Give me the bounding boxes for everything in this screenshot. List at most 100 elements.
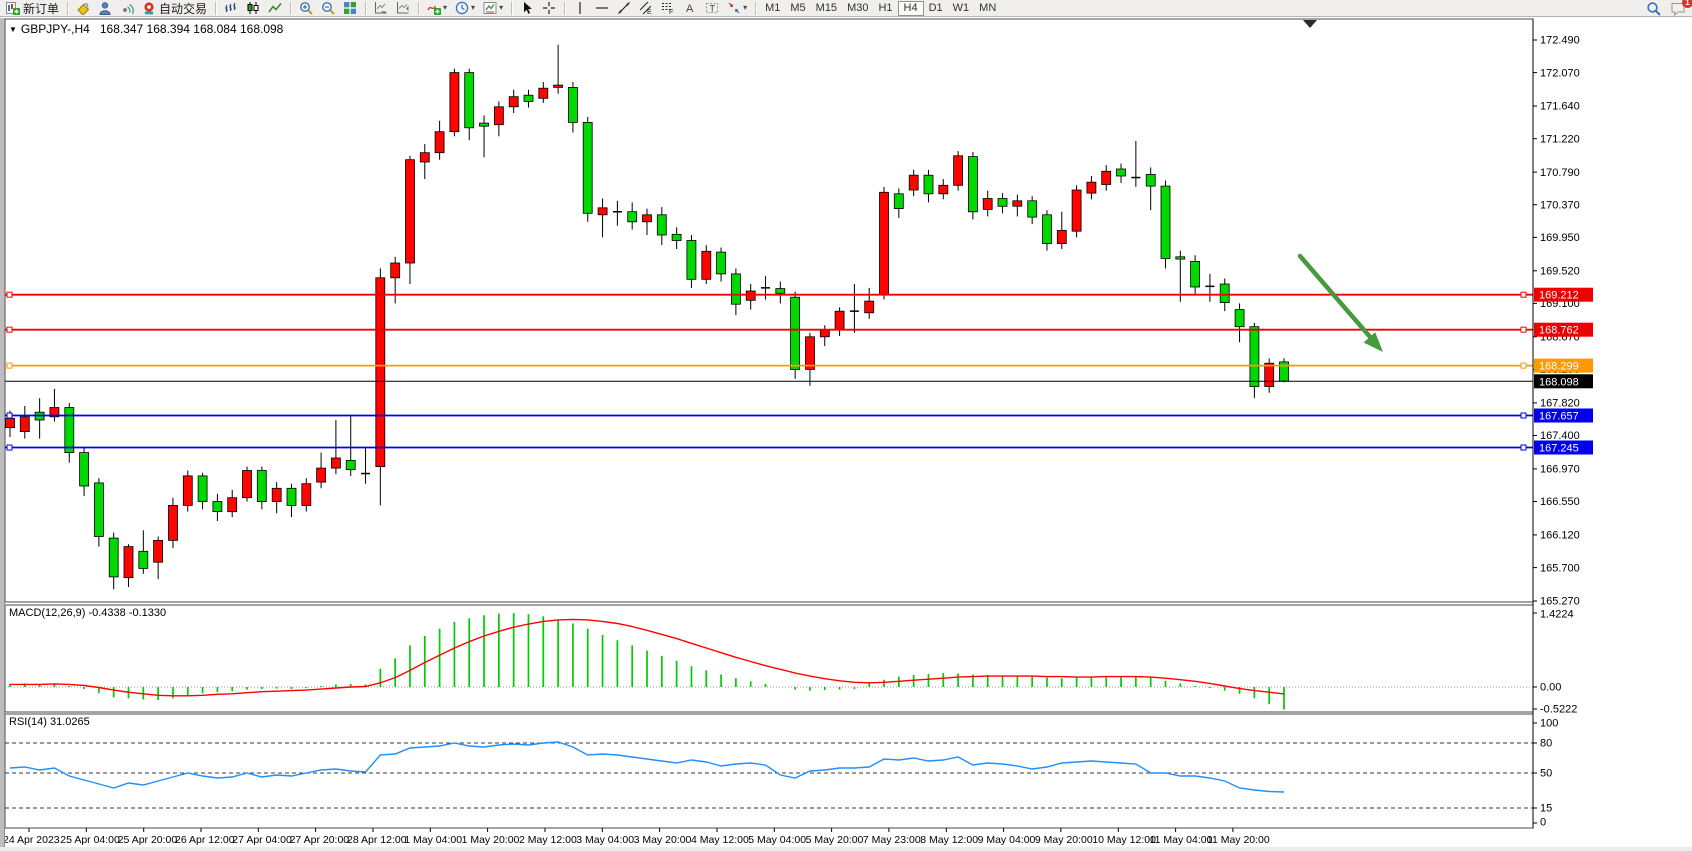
svg-text:169.520: 169.520 <box>1540 266 1580 278</box>
chevron-down-icon[interactable]: ▾ <box>499 3 504 12</box>
candle <box>568 87 578 123</box>
vertical-line-button[interactable] <box>570 0 590 17</box>
rsi-pane[interactable] <box>4 713 1534 829</box>
indicators-button[interactable]: ▾ <box>424 0 450 17</box>
candle <box>1012 200 1023 207</box>
candle <box>361 472 370 475</box>
cursor-icon <box>520 1 534 15</box>
periods-button[interactable]: ▾ <box>452 0 478 17</box>
main-chart-pane[interactable] <box>4 18 1534 603</box>
rsi-indicator-label: RSI(14) 31.0265 <box>9 716 90 728</box>
signals-icon <box>120 1 134 15</box>
templates-button[interactable]: ▾ <box>480 0 506 17</box>
fibonacci-button[interactable]: F <box>658 0 678 17</box>
candle <box>775 288 786 294</box>
crosshair-button[interactable] <box>539 0 559 17</box>
timeframe-button-h1[interactable]: H1 <box>878 1 893 14</box>
label-button[interactable]: T <box>702 0 722 17</box>
horizontal-line-button[interactable] <box>592 0 612 17</box>
candle <box>879 191 889 296</box>
timeframe-button-m15[interactable]: M15 <box>815 1 838 14</box>
horizontal-line-objects[interactable] <box>5 291 1533 451</box>
chevron-down-icon[interactable]: ▾ <box>743 3 748 12</box>
fibonacci-icon: F <box>661 1 675 15</box>
zoom-out-button[interactable] <box>318 0 338 17</box>
timeframe-button-w1[interactable]: W1 <box>952 1 970 14</box>
macd-pane[interactable] <box>4 604 1534 713</box>
svg-text:25 Apr 20:00: 25 Apr 20:00 <box>118 834 178 846</box>
cursor-button[interactable] <box>517 0 537 17</box>
svg-text:24 Apr 2023: 24 Apr 2023 <box>3 834 60 846</box>
candle <box>19 416 30 432</box>
candlestick-button[interactable] <box>243 0 263 17</box>
candle <box>493 106 504 126</box>
candle <box>893 193 904 210</box>
candle <box>419 152 430 163</box>
rsi-line <box>9 741 1285 793</box>
tile-windows-button[interactable] <box>340 0 360 17</box>
zoom-in-icon <box>299 1 313 15</box>
candle <box>1116 168 1126 177</box>
svg-text:T: T <box>710 4 716 14</box>
notifications-button[interactable]: 1 <box>1667 0 1692 17</box>
styles-button[interactable] <box>73 0 93 17</box>
candle <box>923 174 934 195</box>
timeframe-button-h4[interactable]: H4 <box>897 0 924 16</box>
chart-plot[interactable]: 172.490 172.070 171.640 171.220 170.790 170.3… <box>0 18 1692 851</box>
chevron-down-icon[interactable]: ▾ <box>443 3 448 12</box>
price-tag: 169.212 <box>1534 287 1593 302</box>
autotrading-button[interactable]: 自动交易 <box>139 0 210 17</box>
candle <box>64 407 75 453</box>
price-axis[interactable]: 172.490 172.070 171.640 171.220 170.790 170.3… <box>1532 18 1692 846</box>
auto-scroll-button[interactable] <box>371 0 391 17</box>
candle <box>938 184 949 195</box>
chevron-down-icon[interactable]: ▾ <box>471 3 476 12</box>
price-tag: 168.762 <box>1534 322 1593 337</box>
candle <box>49 407 60 418</box>
bar-chart-button[interactable] <box>221 0 241 17</box>
candle <box>153 540 164 563</box>
new-order-button[interactable]: 新订单 <box>3 0 62 17</box>
svg-text:167.820: 167.820 <box>1540 398 1580 410</box>
svg-text:11 May 04:00: 11 May 04:00 <box>1150 834 1213 846</box>
profile-button[interactable] <box>95 0 115 17</box>
templates-icon <box>483 1 497 15</box>
signals-button[interactable] <box>117 0 137 17</box>
candle <box>1131 176 1141 179</box>
svg-text:165.270: 165.270 <box>1540 596 1580 608</box>
chart-collapse-icon[interactable]: ▼ <box>9 25 17 34</box>
text-button[interactable]: A <box>680 0 700 17</box>
zoom-in-button[interactable] <box>296 0 316 17</box>
toolbar-separator <box>290 1 292 15</box>
svg-text:50: 50 <box>1540 768 1552 780</box>
arrows-icon <box>727 1 741 15</box>
chart-shift-icon <box>396 1 410 15</box>
svg-text:168.098: 168.098 <box>1539 376 1579 388</box>
annotation-arrow[interactable] <box>1297 253 1383 352</box>
candle <box>834 310 845 331</box>
svg-text:28 Apr 12:00: 28 Apr 12:00 <box>347 834 407 846</box>
candle <box>1190 260 1200 288</box>
trendline-button[interactable] <box>614 0 634 17</box>
chart-window[interactable]: 172.490 172.070 171.640 171.220 170.790 170.3… <box>0 18 1692 851</box>
equidistant-channel-button[interactable]: E <box>636 0 656 17</box>
line-chart-button[interactable] <box>265 0 285 17</box>
svg-text:1.4224: 1.4224 <box>1540 609 1574 621</box>
timeframe-button-m5[interactable]: M5 <box>790 1 806 14</box>
timeframe-button-mn[interactable]: MN <box>979 1 997 14</box>
candle <box>731 273 741 305</box>
timeframe-button-d1[interactable]: D1 <box>928 1 943 14</box>
window-left-edge <box>0 18 5 851</box>
toolbar-separator <box>365 1 367 15</box>
chart-shift-marker[interactable] <box>1303 20 1317 28</box>
arrows-button[interactable]: ▾ <box>724 0 750 17</box>
chart-ohlc-values: 168.347 168.394 168.084 168.098 <box>99 22 284 36</box>
timeframe-button-m30[interactable]: M30 <box>847 1 869 14</box>
search-button[interactable] <box>1643 0 1665 17</box>
chart-header: ▼ GBPJPY-,H4 168.347 168.394 168.084 168.0… <box>9 22 283 36</box>
macd-histogram <box>9 613 1285 710</box>
candle <box>271 487 282 502</box>
chart-shift-button[interactable] <box>393 0 413 17</box>
timeframe-button-m1[interactable]: M1 <box>765 1 781 14</box>
